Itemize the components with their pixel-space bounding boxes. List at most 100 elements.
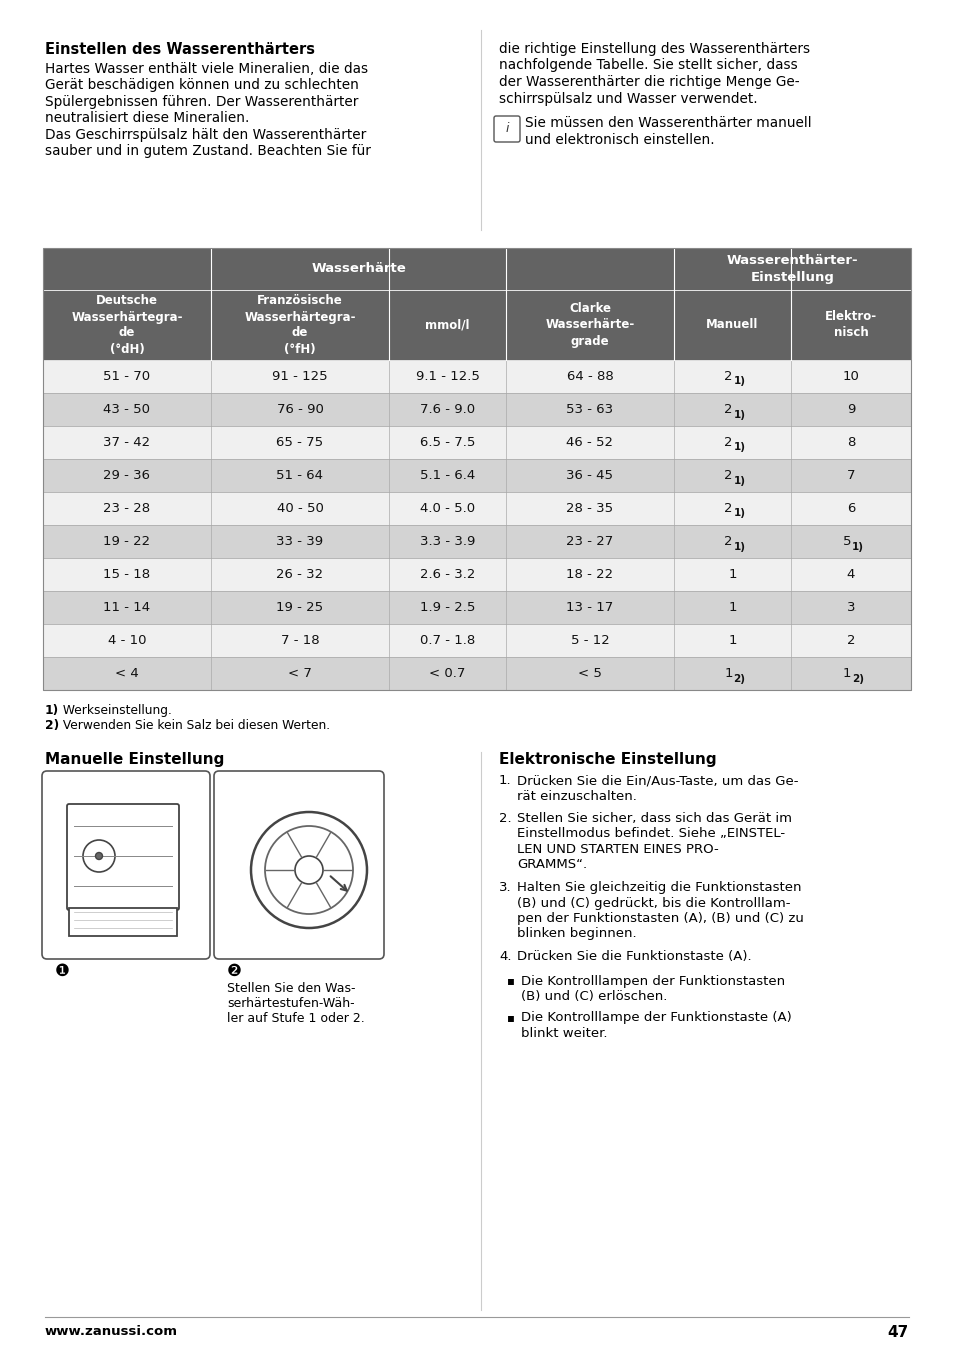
Text: LEN UND STARTEN EINES PRO-: LEN UND STARTEN EINES PRO- bbox=[517, 844, 718, 856]
Text: < 7: < 7 bbox=[288, 667, 312, 680]
Text: der Wasserenthärter die richtige Menge Ge-: der Wasserenthärter die richtige Menge G… bbox=[498, 74, 799, 89]
Bar bbox=[43, 591, 910, 625]
Text: 51 - 70: 51 - 70 bbox=[103, 370, 151, 383]
Text: ler auf Stufe 1 oder 2.: ler auf Stufe 1 oder 2. bbox=[227, 1013, 364, 1025]
Text: 7.6 - 9.0: 7.6 - 9.0 bbox=[419, 403, 475, 416]
Text: Stellen Sie den Was-: Stellen Sie den Was- bbox=[227, 982, 355, 995]
Text: 1): 1) bbox=[851, 542, 863, 552]
Bar bbox=[43, 247, 673, 289]
Text: 2: 2 bbox=[723, 502, 732, 515]
Text: 1.: 1. bbox=[498, 773, 511, 787]
Bar bbox=[211, 289, 389, 360]
Text: Halten Sie gleichzeitig die Funktionstasten: Halten Sie gleichzeitig die Funktionstas… bbox=[517, 882, 801, 894]
FancyBboxPatch shape bbox=[494, 116, 519, 142]
Bar bbox=[43, 247, 910, 690]
Circle shape bbox=[83, 840, 115, 872]
Circle shape bbox=[265, 826, 353, 914]
Text: i: i bbox=[505, 123, 508, 135]
Text: mmol/l: mmol/l bbox=[425, 319, 469, 331]
Text: 5 - 12: 5 - 12 bbox=[570, 634, 609, 648]
Text: 19 - 22: 19 - 22 bbox=[103, 535, 151, 548]
Text: 40 - 50: 40 - 50 bbox=[276, 502, 323, 515]
Text: schirrspülsalz und Wasser verwendet.: schirrspülsalz und Wasser verwendet. bbox=[498, 92, 757, 105]
Text: 1): 1) bbox=[733, 508, 744, 519]
Bar bbox=[43, 657, 910, 690]
Text: 2.: 2. bbox=[498, 813, 511, 825]
Text: neutralisiert diese Mineralien.: neutralisiert diese Mineralien. bbox=[45, 111, 249, 126]
Text: 46 - 52: 46 - 52 bbox=[566, 435, 613, 449]
Text: 7 - 18: 7 - 18 bbox=[280, 634, 319, 648]
Text: Manuelle Einstellung: Manuelle Einstellung bbox=[45, 752, 224, 767]
Bar bbox=[673, 247, 910, 289]
Bar bbox=[43, 625, 910, 657]
Text: 4: 4 bbox=[846, 568, 854, 581]
Text: < 5: < 5 bbox=[578, 667, 601, 680]
Text: Verwenden Sie kein Salz bei diesen Werten.: Verwenden Sie kein Salz bei diesen Werte… bbox=[59, 719, 330, 731]
Text: 1): 1) bbox=[733, 542, 744, 552]
Text: 51 - 64: 51 - 64 bbox=[276, 469, 323, 483]
Text: 19 - 25: 19 - 25 bbox=[276, 602, 323, 614]
Text: 3.3 - 3.9: 3.3 - 3.9 bbox=[419, 535, 475, 548]
Text: 1): 1) bbox=[733, 442, 744, 453]
Text: 1): 1) bbox=[733, 376, 744, 387]
Text: 5: 5 bbox=[841, 535, 850, 548]
FancyBboxPatch shape bbox=[67, 804, 179, 910]
Text: 43 - 50: 43 - 50 bbox=[103, 403, 151, 416]
Text: 7: 7 bbox=[846, 469, 854, 483]
Bar bbox=[43, 492, 910, 525]
Text: 2): 2) bbox=[851, 673, 863, 684]
Text: Clarke
Wasserhärte-
grade: Clarke Wasserhärte- grade bbox=[545, 303, 634, 347]
Text: ❶: ❶ bbox=[55, 963, 70, 980]
Text: 1: 1 bbox=[727, 568, 736, 581]
Text: 91 - 125: 91 - 125 bbox=[272, 370, 328, 383]
Polygon shape bbox=[69, 909, 177, 936]
Text: blinkt weiter.: blinkt weiter. bbox=[520, 1028, 607, 1040]
Text: 2): 2) bbox=[45, 719, 59, 731]
Text: Manuell: Manuell bbox=[705, 319, 758, 331]
Text: Drücken Sie die Funktionstaste (A).: Drücken Sie die Funktionstaste (A). bbox=[517, 950, 751, 963]
Text: 76 - 90: 76 - 90 bbox=[276, 403, 323, 416]
Text: Das Geschirrspülsalz hält den Wasserenthärter: Das Geschirrspülsalz hält den Wasserenth… bbox=[45, 128, 366, 142]
Bar bbox=[505, 289, 673, 360]
Text: 18 - 22: 18 - 22 bbox=[566, 568, 613, 581]
Text: 53 - 63: 53 - 63 bbox=[566, 403, 613, 416]
Bar bbox=[43, 426, 910, 458]
Text: 11 - 14: 11 - 14 bbox=[103, 602, 151, 614]
Bar bbox=[43, 289, 211, 360]
Text: Die Kontrolllampen der Funktionstasten: Die Kontrolllampen der Funktionstasten bbox=[520, 975, 784, 987]
Text: 4.: 4. bbox=[498, 950, 511, 963]
Text: Werkseinstellung.: Werkseinstellung. bbox=[59, 704, 172, 717]
Text: 8: 8 bbox=[846, 435, 854, 449]
Text: 5.1 - 6.4: 5.1 - 6.4 bbox=[419, 469, 475, 483]
Text: Drücken Sie die Ein/Aus-Taste, um das Ge-: Drücken Sie die Ein/Aus-Taste, um das Ge… bbox=[517, 773, 798, 787]
Text: 6.5 - 7.5: 6.5 - 7.5 bbox=[419, 435, 475, 449]
Text: 2.6 - 3.2: 2.6 - 3.2 bbox=[419, 568, 475, 581]
Text: 47: 47 bbox=[887, 1325, 908, 1340]
Circle shape bbox=[95, 853, 102, 860]
Text: 2): 2) bbox=[733, 673, 744, 684]
Text: Sie müssen den Wasserenthärter manuell: Sie müssen den Wasserenthärter manuell bbox=[524, 116, 811, 130]
Bar bbox=[43, 525, 910, 558]
FancyBboxPatch shape bbox=[42, 771, 210, 959]
Bar bbox=[790, 289, 910, 360]
Text: 4.0 - 5.0: 4.0 - 5.0 bbox=[419, 502, 475, 515]
Text: Die Kontrolllampe der Funktionstaste (A): Die Kontrolllampe der Funktionstaste (A) bbox=[520, 1011, 791, 1025]
Text: Stellen Sie sicher, dass sich das Gerät im: Stellen Sie sicher, dass sich das Gerät … bbox=[517, 813, 791, 825]
Text: 3: 3 bbox=[846, 602, 854, 614]
Circle shape bbox=[294, 856, 323, 884]
Text: 2: 2 bbox=[723, 403, 732, 416]
Text: die richtige Einstellung des Wasserenthärters: die richtige Einstellung des Wasserenthä… bbox=[498, 42, 809, 55]
Text: 9.1 - 12.5: 9.1 - 12.5 bbox=[416, 370, 479, 383]
Text: Elektronische Einstellung: Elektronische Einstellung bbox=[498, 752, 716, 767]
Text: 2: 2 bbox=[846, 634, 854, 648]
Text: pen der Funktionstasten (A), (B) und (C) zu: pen der Funktionstasten (A), (B) und (C)… bbox=[517, 913, 803, 925]
Text: 29 - 36: 29 - 36 bbox=[103, 469, 151, 483]
Bar bbox=[43, 558, 910, 591]
Text: nachfolgende Tabelle. Sie stellt sicher, dass: nachfolgende Tabelle. Sie stellt sicher,… bbox=[498, 58, 797, 73]
Text: ❷: ❷ bbox=[227, 963, 242, 980]
Text: 36 - 45: 36 - 45 bbox=[566, 469, 613, 483]
Text: < 4: < 4 bbox=[115, 667, 139, 680]
Text: 1: 1 bbox=[841, 667, 850, 680]
Text: 15 - 18: 15 - 18 bbox=[103, 568, 151, 581]
Text: 26 - 32: 26 - 32 bbox=[276, 568, 323, 581]
